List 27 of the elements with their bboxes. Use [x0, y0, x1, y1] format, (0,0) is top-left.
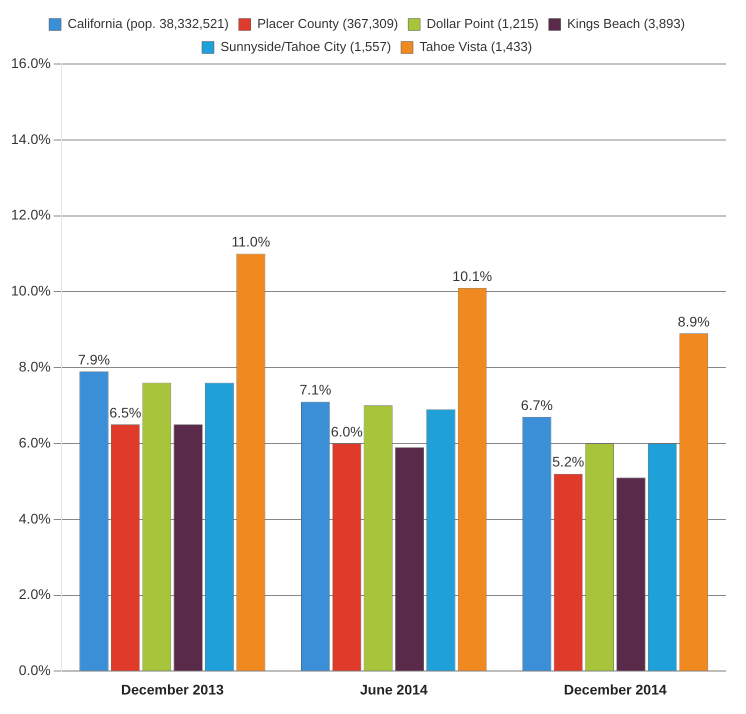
data-label: 5.2% — [552, 454, 584, 470]
legend-label: Placer County (367,309) — [257, 16, 398, 32]
y-tick-label: 10.0% — [10, 282, 51, 299]
y-tick-label: 2.0% — [18, 586, 51, 602]
y-tick-label: 4.0% — [18, 510, 51, 526]
y-tick-label: 8.0% — [18, 358, 51, 374]
data-label: 10.1% — [452, 268, 492, 284]
data-label: 6.7% — [520, 396, 553, 413]
data-label: 8.9% — [678, 313, 710, 330]
x-tick-label: December 2013 — [121, 681, 224, 698]
legend-label: Tahoe Vista (1,433) — [420, 39, 532, 54]
data-label: 11.0% — [232, 234, 270, 250]
legend-label: Kings Beach (3,893) — [567, 16, 685, 32]
y-tick-label: 14.0% — [10, 130, 51, 147]
x-tick-label: June 2014 — [360, 681, 428, 698]
data-label: 6.5% — [109, 404, 142, 420]
y-tick-label: 12.0% — [10, 206, 51, 223]
data-label: 7.9% — [78, 351, 110, 368]
legend-label: Dollar Point (1,215) — [426, 16, 539, 32]
legend-label: Sunnyside/Tahoe City (1,557) — [220, 39, 392, 54]
data-label: 6.0% — [330, 423, 363, 440]
y-tick-label: 6.0% — [18, 434, 51, 450]
y-tick-label: 0.0% — [18, 662, 51, 678]
x-tick-label: December 2014 — [564, 681, 667, 698]
y-tick-label: 16.0% — [10, 54, 51, 71]
data-label: 7.1% — [299, 382, 332, 398]
legend-label: California (pop. 38,332,521) — [68, 16, 229, 32]
